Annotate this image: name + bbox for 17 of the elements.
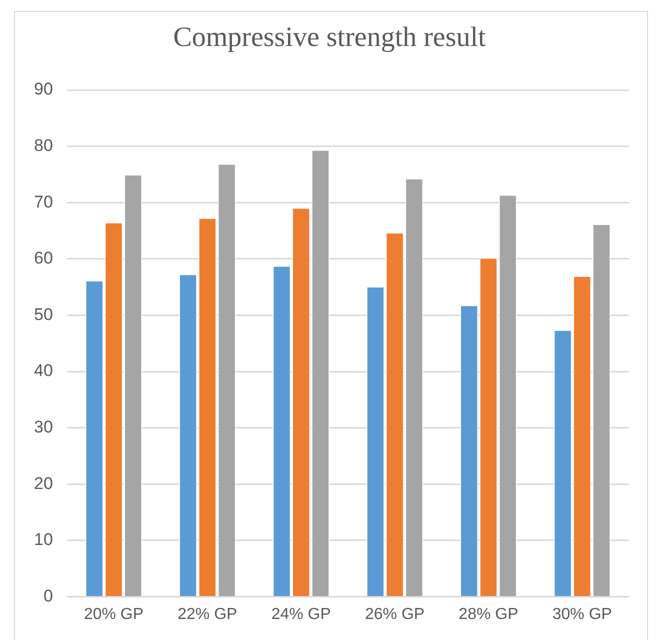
x-tick-label: 26% GP bbox=[365, 606, 425, 623]
y-tick-label: 20 bbox=[34, 474, 53, 493]
x-tick-label: 22% GP bbox=[178, 606, 238, 623]
y-tick-label: 50 bbox=[34, 304, 53, 324]
x-tick-label: 30% GP bbox=[552, 606, 612, 623]
y-tick-label: 70 bbox=[34, 192, 53, 212]
y-tick-label: 0 bbox=[43, 586, 53, 606]
x-tick-label: 24% GP bbox=[271, 606, 331, 623]
y-tick-label: 80 bbox=[34, 136, 53, 155]
y-tick-label: 30 bbox=[34, 418, 53, 437]
y-tick-label: 90 bbox=[34, 80, 53, 99]
y-tick-label: 40 bbox=[34, 361, 53, 380]
y-tick-label: 60 bbox=[34, 248, 53, 268]
chart-title: Compressive strength result bbox=[172, 22, 487, 54]
x-tick-label: 20% GP bbox=[84, 606, 144, 623]
x-tick-label: 28% GP bbox=[458, 606, 518, 623]
y-tick-label: 10 bbox=[34, 530, 53, 550]
